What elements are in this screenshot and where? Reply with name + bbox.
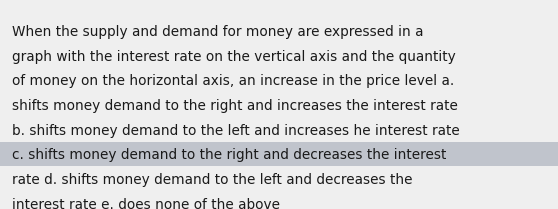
Bar bbox=[0, 142, 558, 166]
Text: b. shifts money demand to the left and increases he interest rate: b. shifts money demand to the left and i… bbox=[12, 124, 460, 138]
Text: c. shifts money demand to the right and decreases the interest: c. shifts money demand to the right and … bbox=[12, 148, 446, 162]
Text: rate d. shifts money demand to the left and decreases the: rate d. shifts money demand to the left … bbox=[12, 173, 413, 187]
Text: of money on the horizontal axis, an increase in the price level a.: of money on the horizontal axis, an incr… bbox=[12, 74, 455, 88]
Text: graph with the interest rate on the vertical axis and the quantity: graph with the interest rate on the vert… bbox=[12, 50, 456, 64]
Text: When the supply and demand for money are expressed in a: When the supply and demand for money are… bbox=[12, 25, 424, 39]
Text: shifts money demand to the right and increases the interest rate: shifts money demand to the right and inc… bbox=[12, 99, 458, 113]
Text: interest rate e. does none of the above: interest rate e. does none of the above bbox=[12, 198, 280, 209]
